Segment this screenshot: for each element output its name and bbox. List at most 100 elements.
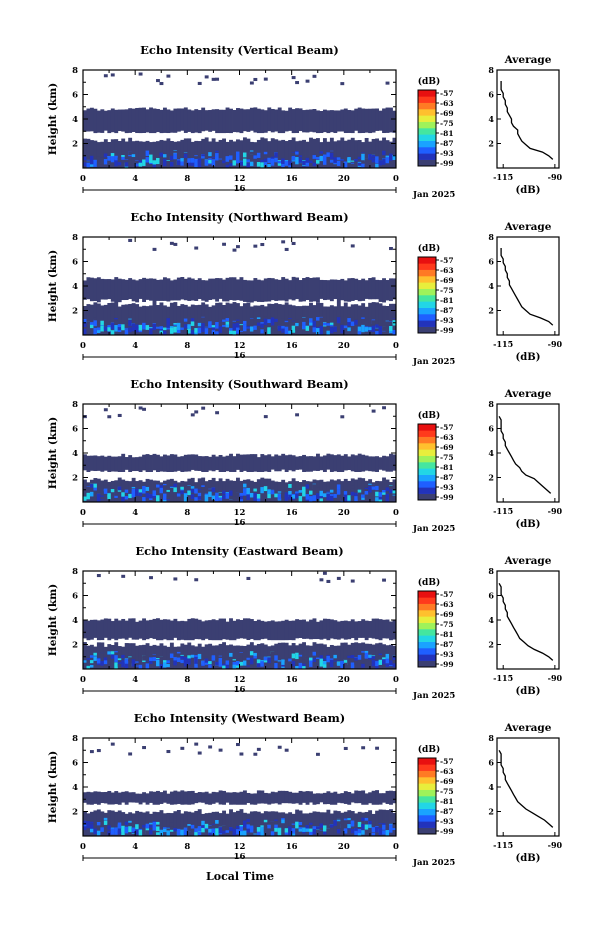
low-layer-cell: [375, 480, 380, 502]
surface-echo-cell: [159, 485, 164, 488]
main-layer-cell: [239, 277, 244, 301]
main-layer-cell: [194, 279, 199, 301]
colorbar-tick-label: -81: [440, 296, 454, 305]
main-layer-cell: [319, 279, 324, 299]
colorbar-swatch: [418, 815, 436, 822]
main-layer-cell: [142, 107, 146, 134]
low-layer-cell: [100, 480, 105, 502]
colorbar-tick-label: -75: [440, 119, 454, 128]
surface-echo-cell: [281, 328, 286, 333]
surface-echo-cell: [343, 161, 348, 168]
surface-echo-cell: [215, 492, 220, 497]
surface-echo-cell: [368, 659, 373, 663]
main-layer-cell: [392, 278, 397, 300]
surface-echo-cell: [117, 822, 122, 828]
surface-echo-cell: [274, 824, 279, 829]
main-layer-cell: [277, 279, 282, 301]
surface-echo-cell: [197, 496, 202, 500]
low-layer-cell: [229, 303, 233, 335]
low-layer-cell: [121, 479, 126, 502]
surface-echo-cell: [117, 324, 122, 328]
low-layer-cell: [215, 645, 220, 669]
surface-echo-cell: [194, 497, 199, 501]
colorbar: -57-63-69-75-81-87-93-99: [417, 256, 454, 335]
surface-echo-cell: [281, 162, 286, 168]
main-layer-cell: [263, 278, 268, 302]
x-tick-label: 20: [338, 675, 350, 685]
low-layer-cell: [121, 138, 126, 168]
surface-echo-cell: [190, 158, 195, 163]
surface-echo-cell: [225, 492, 230, 499]
low-layer-cell: [288, 304, 293, 335]
surface-echo-cell: [225, 164, 230, 168]
main-layer-cell: [277, 790, 282, 805]
main-layer-cell: [354, 455, 359, 473]
low-layer-cell: [201, 302, 206, 335]
main-layer-cell: [329, 792, 334, 806]
main-layer-cell: [173, 618, 178, 638]
main-layer-cell: [121, 618, 126, 639]
surface-echo-cell: [291, 494, 296, 499]
main-layer-cell: [156, 790, 160, 806]
y-tick-label: 2: [72, 808, 78, 818]
main-layer-cell: [312, 109, 317, 133]
low-layer-cell: [173, 811, 178, 836]
surface-echo-cell: [295, 821, 300, 829]
low-layer-cell: [256, 643, 261, 669]
main-layer-cell: [375, 456, 380, 474]
surface-echo-cell: [162, 158, 167, 164]
surface-echo-cell: [156, 832, 160, 835]
surface-echo-cell: [392, 830, 397, 834]
surface-echo-cell: [232, 489, 237, 497]
main-layer-cell: [319, 793, 324, 803]
surface-echo-cell: [284, 492, 289, 494]
y-axis-label: Height (km): [47, 417, 59, 489]
main-layer-cell: [302, 619, 306, 639]
low-layer-cell: [354, 479, 359, 502]
surface-echo-cell: [270, 831, 275, 836]
surface-echo-cell: [329, 658, 334, 660]
main-layer-cell: [340, 109, 345, 132]
colorbar-swatch: [418, 159, 436, 167]
surface-echo-cell: [267, 164, 272, 167]
surface-echo-cell: [263, 822, 268, 830]
surface-echo-cell: [169, 653, 174, 655]
main-layer-cell: [295, 619, 300, 639]
surface-echo-cell: [208, 491, 213, 495]
date-label: Jan 2025: [412, 190, 455, 200]
low-layer-cell: [267, 141, 272, 168]
main-layer-cell: [340, 455, 345, 473]
surface-echo-cell: [305, 825, 310, 829]
colorbar-swatch: [418, 307, 436, 315]
low-layer-cell: [117, 646, 122, 669]
low-layer-cell: [100, 642, 105, 669]
main-layer-cell: [166, 455, 171, 473]
colorbar-tick-label: -63: [440, 266, 454, 275]
surface-echo-cell: [128, 320, 133, 327]
sparse-echo-cell: [295, 81, 300, 85]
surface-echo-cell: [232, 828, 237, 832]
surface-echo-cell: [229, 156, 233, 160]
main-layer-cell: [260, 790, 265, 804]
surface-echo-cell: [291, 493, 296, 496]
surface-echo-cell: [368, 656, 373, 660]
colorbar-tick-label: -57: [440, 89, 454, 98]
surface-echo-cell: [173, 323, 178, 325]
surface-echo-cell: [371, 157, 376, 163]
surface-echo-cell: [194, 158, 199, 163]
low-layer-cell: [256, 811, 261, 836]
surface-echo-cell: [284, 658, 289, 660]
surface-echo-cell: [215, 820, 220, 824]
low-layer-cell: [253, 305, 258, 335]
main-layer-cell: [312, 277, 317, 302]
x-tick-label: 12: [234, 508, 246, 518]
surface-echo-cell: [138, 160, 143, 163]
surface-echo-cell: [218, 492, 223, 496]
main-layer-cell: [93, 791, 98, 804]
low-layer-cell: [350, 304, 355, 335]
colorbar: -57-63-69-75-81-87-93-99: [417, 89, 454, 168]
main-layer-cell: [128, 278, 133, 300]
surface-echo-cell: [149, 822, 153, 825]
avg-x-label: (dB): [516, 185, 541, 196]
main-layer-cell: [284, 110, 289, 132]
